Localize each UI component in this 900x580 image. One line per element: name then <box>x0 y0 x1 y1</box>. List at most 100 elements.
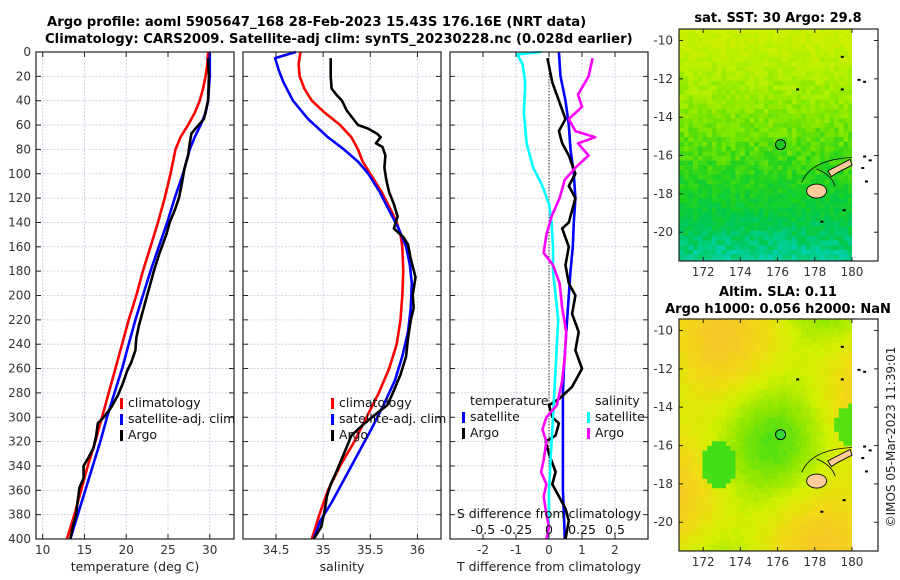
map-cell <box>740 375 746 381</box>
map-cell <box>707 141 713 147</box>
map-cell <box>768 427 774 433</box>
map-cell <box>693 90 699 96</box>
map-cell <box>763 323 769 329</box>
map-cell <box>740 413 746 418</box>
map-cell <box>726 431 731 437</box>
map-cell <box>754 436 760 442</box>
map-cell <box>768 474 774 480</box>
map-cell <box>773 207 778 213</box>
map-cell <box>810 174 816 180</box>
map-cell <box>716 212 722 218</box>
map-cell <box>834 212 840 218</box>
map-cell <box>810 104 816 110</box>
map-cell <box>848 90 852 96</box>
map-cell <box>834 436 840 442</box>
map-cell <box>838 118 844 124</box>
map-cell <box>796 254 802 260</box>
map-cell <box>721 118 727 124</box>
map-cell <box>829 90 835 96</box>
map-cell <box>683 408 689 414</box>
map-cell <box>843 71 849 77</box>
map-cell <box>834 319 840 324</box>
map-cell <box>815 108 821 114</box>
map-cell <box>829 347 835 353</box>
map-cell <box>744 497 750 503</box>
map-cell <box>796 202 802 208</box>
map-cell <box>824 240 830 246</box>
map-cell <box>801 539 807 545</box>
map-cell <box>777 52 783 58</box>
map-cell <box>679 71 684 77</box>
map-cell <box>693 170 699 175</box>
map-cell <box>782 80 788 86</box>
map-cell <box>758 384 764 390</box>
map-cell <box>688 179 694 185</box>
map-cell <box>693 108 699 114</box>
map-cell <box>683 483 689 489</box>
map-cell <box>693 492 699 498</box>
map-cell <box>787 469 793 475</box>
map-cell <box>726 127 731 133</box>
map-cell <box>824 319 830 324</box>
map-cell <box>711 259 717 261</box>
map-cell <box>782 132 788 138</box>
map-cell <box>702 539 708 545</box>
map-cell <box>791 146 797 152</box>
map-cell <box>829 337 835 343</box>
map-cell <box>697 384 703 390</box>
map-cell <box>805 530 811 536</box>
map-cell <box>805 549 811 551</box>
map-cell <box>754 535 760 541</box>
map-cell <box>796 104 802 110</box>
map-cell <box>716 436 722 442</box>
map-cell <box>791 57 797 63</box>
map-cell <box>805 212 811 218</box>
map-cell <box>711 370 717 376</box>
map-cell <box>726 384 731 390</box>
map-cell <box>726 61 731 67</box>
map-cell <box>768 347 774 353</box>
map-cell <box>796 347 802 353</box>
map-cell <box>707 123 713 128</box>
map-cell <box>782 511 788 517</box>
map-cell <box>711 217 717 222</box>
map-cell <box>726 249 731 255</box>
map-cell <box>693 137 699 143</box>
map-cell <box>711 380 717 386</box>
map-cell <box>730 478 736 484</box>
map-cell <box>810 170 816 175</box>
map-cell <box>744 198 750 204</box>
map-cell <box>735 319 741 324</box>
map-cell <box>683 413 689 418</box>
map-cell <box>740 104 746 110</box>
map-cell <box>721 90 727 96</box>
map-cell <box>683 450 689 456</box>
map-cell <box>702 375 708 381</box>
map-cell <box>688 398 694 404</box>
map-x-tick-label: 174 <box>729 265 752 279</box>
map-cell <box>820 323 825 329</box>
map-cell <box>801 193 807 199</box>
map-cell <box>693 361 699 367</box>
map-cell <box>820 535 825 541</box>
map-cell <box>749 127 755 133</box>
map-cell <box>735 337 741 343</box>
map-cell <box>782 403 788 409</box>
map-cell <box>829 474 835 480</box>
map-cell <box>693 174 699 180</box>
map-cell <box>688 137 694 143</box>
map-cell <box>758 370 764 376</box>
map-cell <box>768 464 774 470</box>
map-cell <box>815 207 821 213</box>
map-cell <box>805 33 811 39</box>
map-cell <box>707 483 713 489</box>
map-cell <box>735 71 741 77</box>
map-cell <box>824 137 830 143</box>
map-cell <box>735 207 741 213</box>
map-cell <box>754 155 760 161</box>
map-cell <box>711 525 717 531</box>
map-cell <box>843 104 849 110</box>
map-cell <box>758 80 764 86</box>
y-tick-label: 60 <box>16 118 31 132</box>
map-cell <box>697 319 703 324</box>
